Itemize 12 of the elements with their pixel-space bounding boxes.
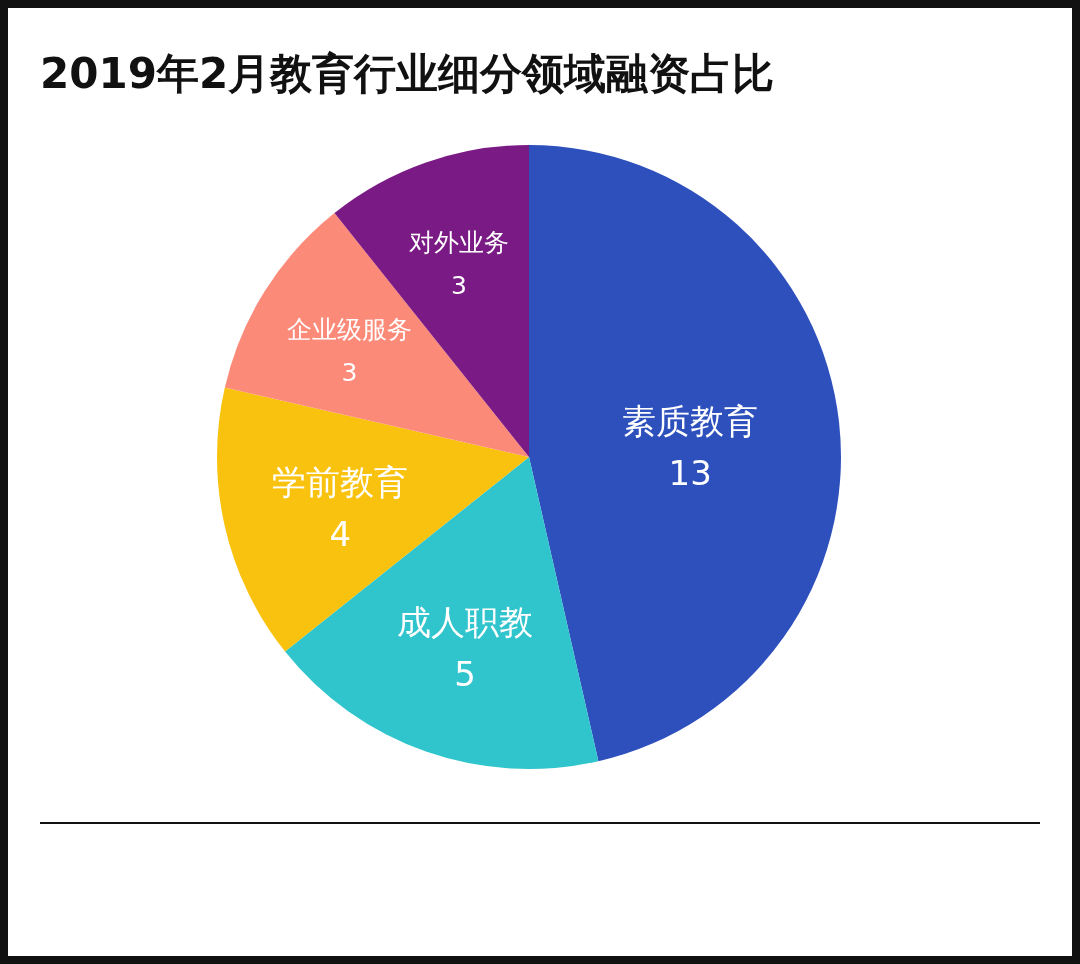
pie-slice xyxy=(224,213,529,457)
data-label: 3 xyxy=(341,358,358,388)
chart-title: 2019年2月教育行业细分领域融资占比 xyxy=(40,49,775,98)
data-label: 3 xyxy=(450,270,467,300)
slice-label: 学前教育 xyxy=(272,462,409,503)
slice-label: 素质教育 xyxy=(622,400,759,441)
slice-label: 成人职教 xyxy=(397,601,534,642)
slice-label: 企业级服务 xyxy=(286,315,412,345)
data-label: 5 xyxy=(454,653,476,694)
data-label: 4 xyxy=(329,514,352,555)
data-label: 13 xyxy=(668,452,712,493)
slice-label: 对外业务 xyxy=(408,227,509,257)
